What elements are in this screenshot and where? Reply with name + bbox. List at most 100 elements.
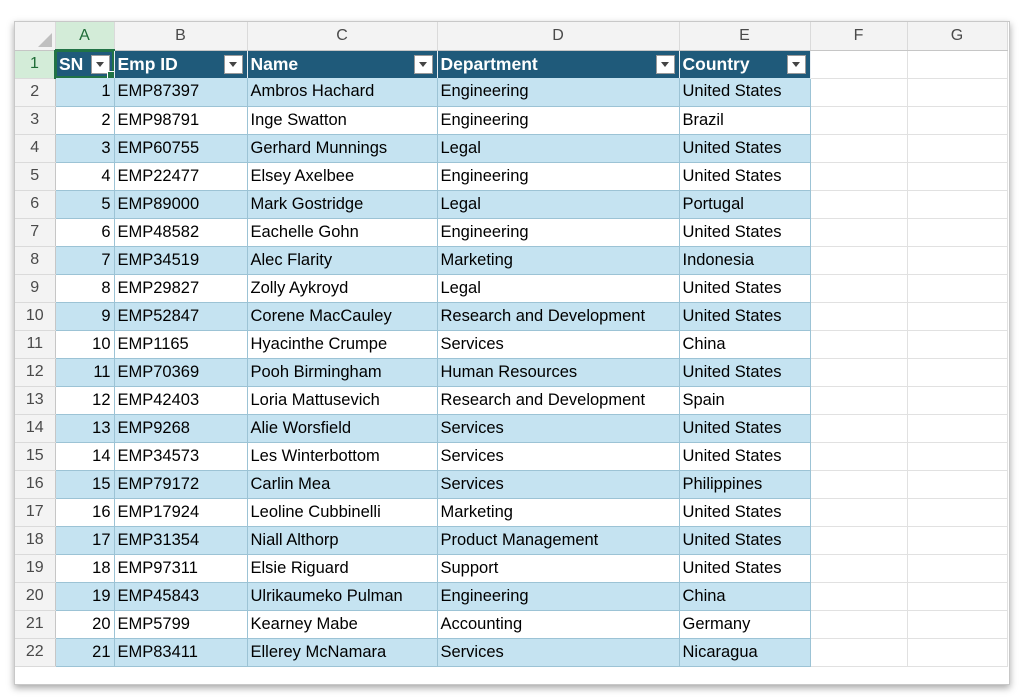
empty-cell[interactable] bbox=[810, 330, 908, 359]
cell-sn[interactable]: 12 bbox=[55, 386, 115, 415]
cell-name[interactable]: Ellerey McNamara bbox=[247, 638, 438, 667]
cell-sn[interactable]: 21 bbox=[55, 638, 115, 667]
row-header[interactable]: 18 bbox=[15, 526, 56, 555]
cell-department[interactable]: Services bbox=[437, 330, 680, 359]
empty-cell[interactable] bbox=[810, 190, 908, 219]
cell-emp-id[interactable]: EMP83411 bbox=[114, 638, 248, 667]
cell-sn[interactable]: 17 bbox=[55, 526, 115, 555]
empty-cell[interactable] bbox=[907, 246, 1008, 275]
empty-cell[interactable] bbox=[907, 162, 1008, 191]
cell-emp-id[interactable]: EMP89000 bbox=[114, 190, 248, 219]
empty-cell[interactable] bbox=[907, 358, 1008, 387]
cell-emp-id[interactable]: EMP98791 bbox=[114, 106, 248, 135]
cell-country[interactable]: Spain bbox=[679, 386, 811, 415]
empty-cell[interactable] bbox=[907, 274, 1008, 303]
cell-emp-id[interactable]: EMP22477 bbox=[114, 162, 248, 191]
column-header-f[interactable]: F bbox=[810, 22, 908, 51]
cell-country[interactable]: United States bbox=[679, 134, 811, 163]
cell-sn[interactable]: 10 bbox=[55, 330, 115, 359]
empty-cell[interactable] bbox=[810, 610, 908, 639]
empty-cell[interactable] bbox=[810, 302, 908, 331]
cell-name[interactable]: Niall Althorp bbox=[247, 526, 438, 555]
cell-emp-id[interactable]: EMP70369 bbox=[114, 358, 248, 387]
header-cell-department[interactable]: Department bbox=[437, 50, 680, 78]
cell-emp-id[interactable]: EMP5799 bbox=[114, 610, 248, 639]
row-header[interactable]: 6 bbox=[15, 190, 56, 219]
cell-emp-id[interactable]: EMP48582 bbox=[114, 218, 248, 247]
cell-country[interactable]: United States bbox=[679, 78, 811, 107]
cell-country[interactable]: United States bbox=[679, 218, 811, 247]
row-header[interactable]: 9 bbox=[15, 274, 56, 303]
cell-name[interactable]: Leoline Cubbinelli bbox=[247, 498, 438, 527]
empty-cell[interactable] bbox=[907, 638, 1008, 667]
cell-department[interactable]: Services bbox=[437, 414, 680, 443]
header-cell-country[interactable]: Country bbox=[679, 50, 811, 78]
header-cell-emp-id[interactable]: Emp ID bbox=[114, 50, 248, 78]
cell-department[interactable]: Engineering bbox=[437, 106, 680, 135]
row-header[interactable]: 20 bbox=[15, 582, 56, 611]
column-header-d[interactable]: D bbox=[437, 22, 680, 51]
empty-cell[interactable] bbox=[810, 218, 908, 247]
empty-cell[interactable] bbox=[810, 246, 908, 275]
cell-country[interactable]: United States bbox=[679, 498, 811, 527]
cell-country[interactable]: United States bbox=[679, 442, 811, 471]
select-all-button[interactable] bbox=[15, 22, 56, 51]
cell-emp-id[interactable]: EMP34573 bbox=[114, 442, 248, 471]
cell-name[interactable]: Elsey Axelbee bbox=[247, 162, 438, 191]
cell-sn[interactable]: 4 bbox=[55, 162, 115, 191]
empty-cell[interactable] bbox=[810, 498, 908, 527]
cell-sn[interactable]: 14 bbox=[55, 442, 115, 471]
cell-sn[interactable]: 5 bbox=[55, 190, 115, 219]
filter-button-sn[interactable] bbox=[90, 55, 110, 74]
empty-cell[interactable] bbox=[810, 50, 908, 79]
cell-emp-id[interactable]: EMP79172 bbox=[114, 470, 248, 499]
row-header[interactable]: 4 bbox=[15, 134, 56, 163]
cell-name[interactable]: Corene MacCauley bbox=[247, 302, 438, 331]
cell-department[interactable]: Legal bbox=[437, 274, 680, 303]
cell-emp-id[interactable]: EMP87397 bbox=[114, 78, 248, 107]
empty-cell[interactable] bbox=[907, 498, 1008, 527]
empty-cell[interactable] bbox=[907, 582, 1008, 611]
cell-emp-id[interactable]: EMP42403 bbox=[114, 386, 248, 415]
cell-country[interactable]: United States bbox=[679, 162, 811, 191]
cell-department[interactable]: Services bbox=[437, 638, 680, 667]
cell-department[interactable]: Research and Development bbox=[437, 302, 680, 331]
cell-sn[interactable]: 9 bbox=[55, 302, 115, 331]
cell-department[interactable]: Marketing bbox=[437, 246, 680, 275]
cell-sn[interactable]: 3 bbox=[55, 134, 115, 163]
row-header[interactable]: 17 bbox=[15, 498, 56, 527]
empty-cell[interactable] bbox=[810, 274, 908, 303]
row-header[interactable]: 1 bbox=[15, 50, 56, 79]
empty-cell[interactable] bbox=[907, 78, 1008, 107]
cell-name[interactable]: Zolly Aykroyd bbox=[247, 274, 438, 303]
empty-cell[interactable] bbox=[810, 638, 908, 667]
empty-cell[interactable] bbox=[907, 610, 1008, 639]
column-header-g[interactable]: G bbox=[907, 22, 1008, 51]
cell-country[interactable]: Portugal bbox=[679, 190, 811, 219]
empty-cell[interactable] bbox=[907, 386, 1008, 415]
row-header[interactable]: 2 bbox=[15, 78, 56, 107]
row-header[interactable]: 16 bbox=[15, 470, 56, 499]
row-header[interactable]: 10 bbox=[15, 302, 56, 331]
cell-department[interactable]: Product Management bbox=[437, 526, 680, 555]
empty-cell[interactable] bbox=[907, 190, 1008, 219]
cell-country[interactable]: Philippines bbox=[679, 470, 811, 499]
cell-name[interactable]: Carlin Mea bbox=[247, 470, 438, 499]
cell-sn[interactable]: 19 bbox=[55, 582, 115, 611]
cell-department[interactable]: Engineering bbox=[437, 78, 680, 107]
empty-cell[interactable] bbox=[907, 218, 1008, 247]
cell-name[interactable]: Eachelle Gohn bbox=[247, 218, 438, 247]
cell-country[interactable]: Brazil bbox=[679, 106, 811, 135]
cell-department[interactable]: Legal bbox=[437, 190, 680, 219]
filter-button-name[interactable] bbox=[413, 54, 433, 74]
cell-sn[interactable]: 1 bbox=[55, 78, 115, 107]
row-header[interactable]: 7 bbox=[15, 218, 56, 247]
empty-cell[interactable] bbox=[810, 582, 908, 611]
cell-emp-id[interactable]: EMP34519 bbox=[114, 246, 248, 275]
cell-sn[interactable]: 18 bbox=[55, 554, 115, 583]
cell-emp-id[interactable]: EMP17924 bbox=[114, 498, 248, 527]
cell-emp-id[interactable]: EMP1165 bbox=[114, 330, 248, 359]
cell-department[interactable]: Research and Development bbox=[437, 386, 680, 415]
fill-handle[interactable] bbox=[106, 71, 113, 78]
empty-cell[interactable] bbox=[810, 470, 908, 499]
